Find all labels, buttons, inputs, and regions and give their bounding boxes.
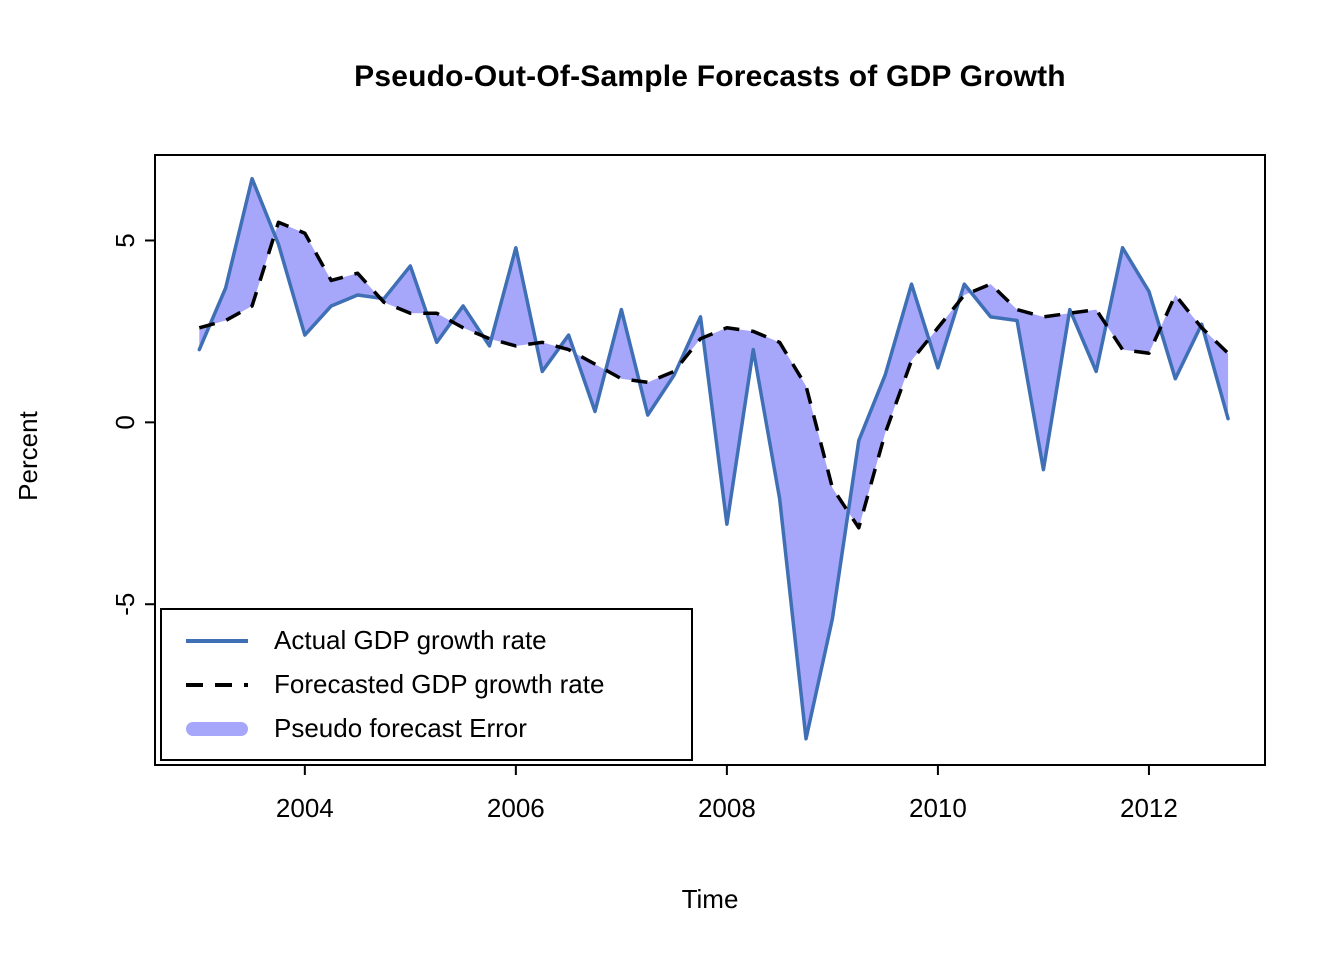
legend-entry-error-band: Pseudo forecast Error	[186, 710, 691, 748]
actual-gdp-line	[197, 176, 1230, 741]
legend-swatch-forecast-line	[186, 682, 248, 687]
legend-swatch-actual-line	[186, 638, 248, 643]
y-tick-label: -5	[110, 593, 140, 616]
x-tick-label: 2008	[698, 793, 756, 823]
legend: Actual GDP growth rate Forecasted GDP gr…	[160, 608, 693, 761]
plot-border	[154, 154, 1266, 766]
y-tick-label: 0	[110, 415, 140, 429]
x-tick-label: 2006	[487, 793, 545, 823]
legend-entry-forecast: Forecasted GDP growth rate	[186, 666, 691, 704]
x-tick-label: 2010	[909, 793, 967, 823]
legend-label-actual: Actual GDP growth rate	[274, 625, 547, 655]
legend-label-forecast: Forecasted GDP growth rate	[274, 669, 605, 699]
error-band-layer	[199, 178, 1229, 739]
series-lines-layer	[197, 176, 1230, 741]
chart-title: Pseudo-Out-Of-Sample Forecasts of GDP Gr…	[354, 60, 1066, 93]
axes-layer: 2004 2006 2008 2010 2012 -5 0 5	[110, 154, 1266, 823]
x-tick-label: 2012	[1120, 793, 1178, 823]
y-axis-label: Percent	[13, 411, 43, 501]
pseudo-forecast-error-band	[199, 178, 1229, 739]
x-tick-label: 2004	[276, 793, 334, 823]
y-tick-label: 5	[110, 233, 140, 247]
forecast-gdp-line	[198, 220, 1230, 530]
x-axis-label: Time	[681, 884, 739, 914]
legend-entry-actual: Actual GDP growth rate	[186, 622, 691, 660]
legend-swatch-error-band	[186, 721, 248, 736]
legend-label-error-band: Pseudo forecast Error	[274, 713, 527, 743]
